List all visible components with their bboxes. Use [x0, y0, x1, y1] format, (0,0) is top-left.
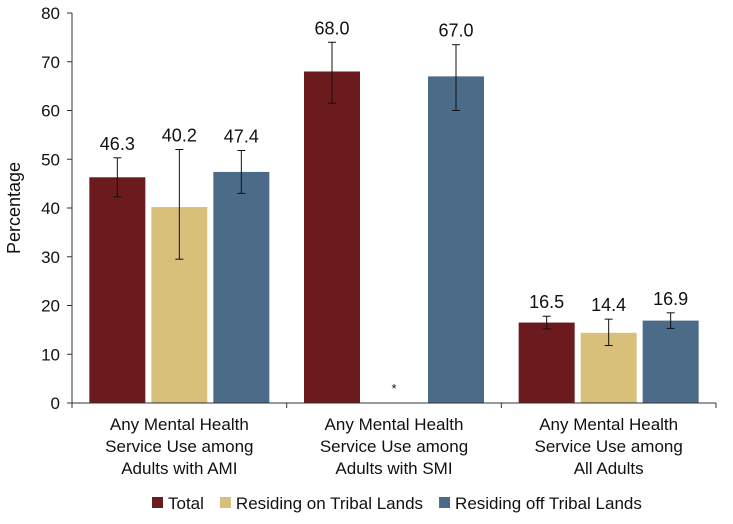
legend-swatch [219, 497, 231, 508]
x-category-label-line: Service Use among [534, 437, 682, 456]
x-axis: Any Mental Health Service Use among Adults… [71, 402, 717, 478]
bar [89, 177, 146, 403]
y-tick-label: 40 [41, 199, 60, 218]
y-tick-label: 10 [41, 345, 60, 364]
data-label: 16.5 [529, 292, 564, 312]
data-label: 46.3 [100, 134, 135, 154]
data-label: 16.9 [653, 289, 688, 309]
x-category-label: Any Mental Health Service Use among Adults… [320, 415, 468, 478]
x-category-label-line: Adults with SMI [335, 459, 452, 478]
data-label: 68.0 [314, 18, 349, 38]
bar [304, 71, 360, 403]
x-category-label-line: Any Mental Health [110, 415, 249, 434]
x-category-label-line: Service Use among [105, 437, 253, 456]
data-label: 40.2 [162, 126, 197, 146]
y-tick-label: 0 [51, 394, 60, 413]
y-axis: 0 10 20 30 40 50 60 70 80 [41, 4, 73, 413]
x-category-label-line: All Adults [574, 459, 644, 478]
data-label: 14.4 [591, 295, 626, 315]
legend-swatch [439, 497, 451, 508]
suppressed-marker: * [391, 381, 396, 396]
legend-label: Residing off Tribal Lands [455, 494, 642, 513]
data-label: 47.4 [224, 126, 259, 146]
x-category-label-line: Adults with AMI [121, 459, 237, 478]
y-tick-label: 50 [41, 150, 60, 169]
x-category-label-line: Any Mental Health [539, 415, 678, 434]
data-label: 67.0 [438, 21, 473, 41]
y-tick-label: 20 [41, 297, 60, 316]
y-tick-label: 60 [41, 102, 60, 121]
bar [213, 171, 270, 403]
y-axis-label: Percentage [4, 162, 24, 254]
x-category-label: Any Mental Health Service Use among All Ad… [534, 415, 682, 478]
legend-swatch [152, 497, 163, 508]
bar [642, 320, 699, 403]
y-tick-label: 80 [41, 4, 60, 23]
bar [428, 76, 484, 403]
x-category-label-line: Service Use among [320, 437, 468, 456]
legend-label: Residing on Tribal Lands [236, 494, 423, 513]
bar [518, 322, 575, 403]
legend: Total Residing on Tribal Lands Residing of… [152, 494, 642, 513]
legend-label: Total [168, 494, 204, 513]
bars: 46.3 40.2 47.4 68.0 * 67.0 16.5 14.4 16.9 [89, 18, 699, 403]
x-category-label: Any Mental Health Service Use among Adults… [105, 415, 253, 478]
y-tick-label: 70 [41, 53, 60, 72]
x-category-label-line: Any Mental Health [325, 415, 464, 434]
y-tick-label: 30 [41, 248, 60, 267]
